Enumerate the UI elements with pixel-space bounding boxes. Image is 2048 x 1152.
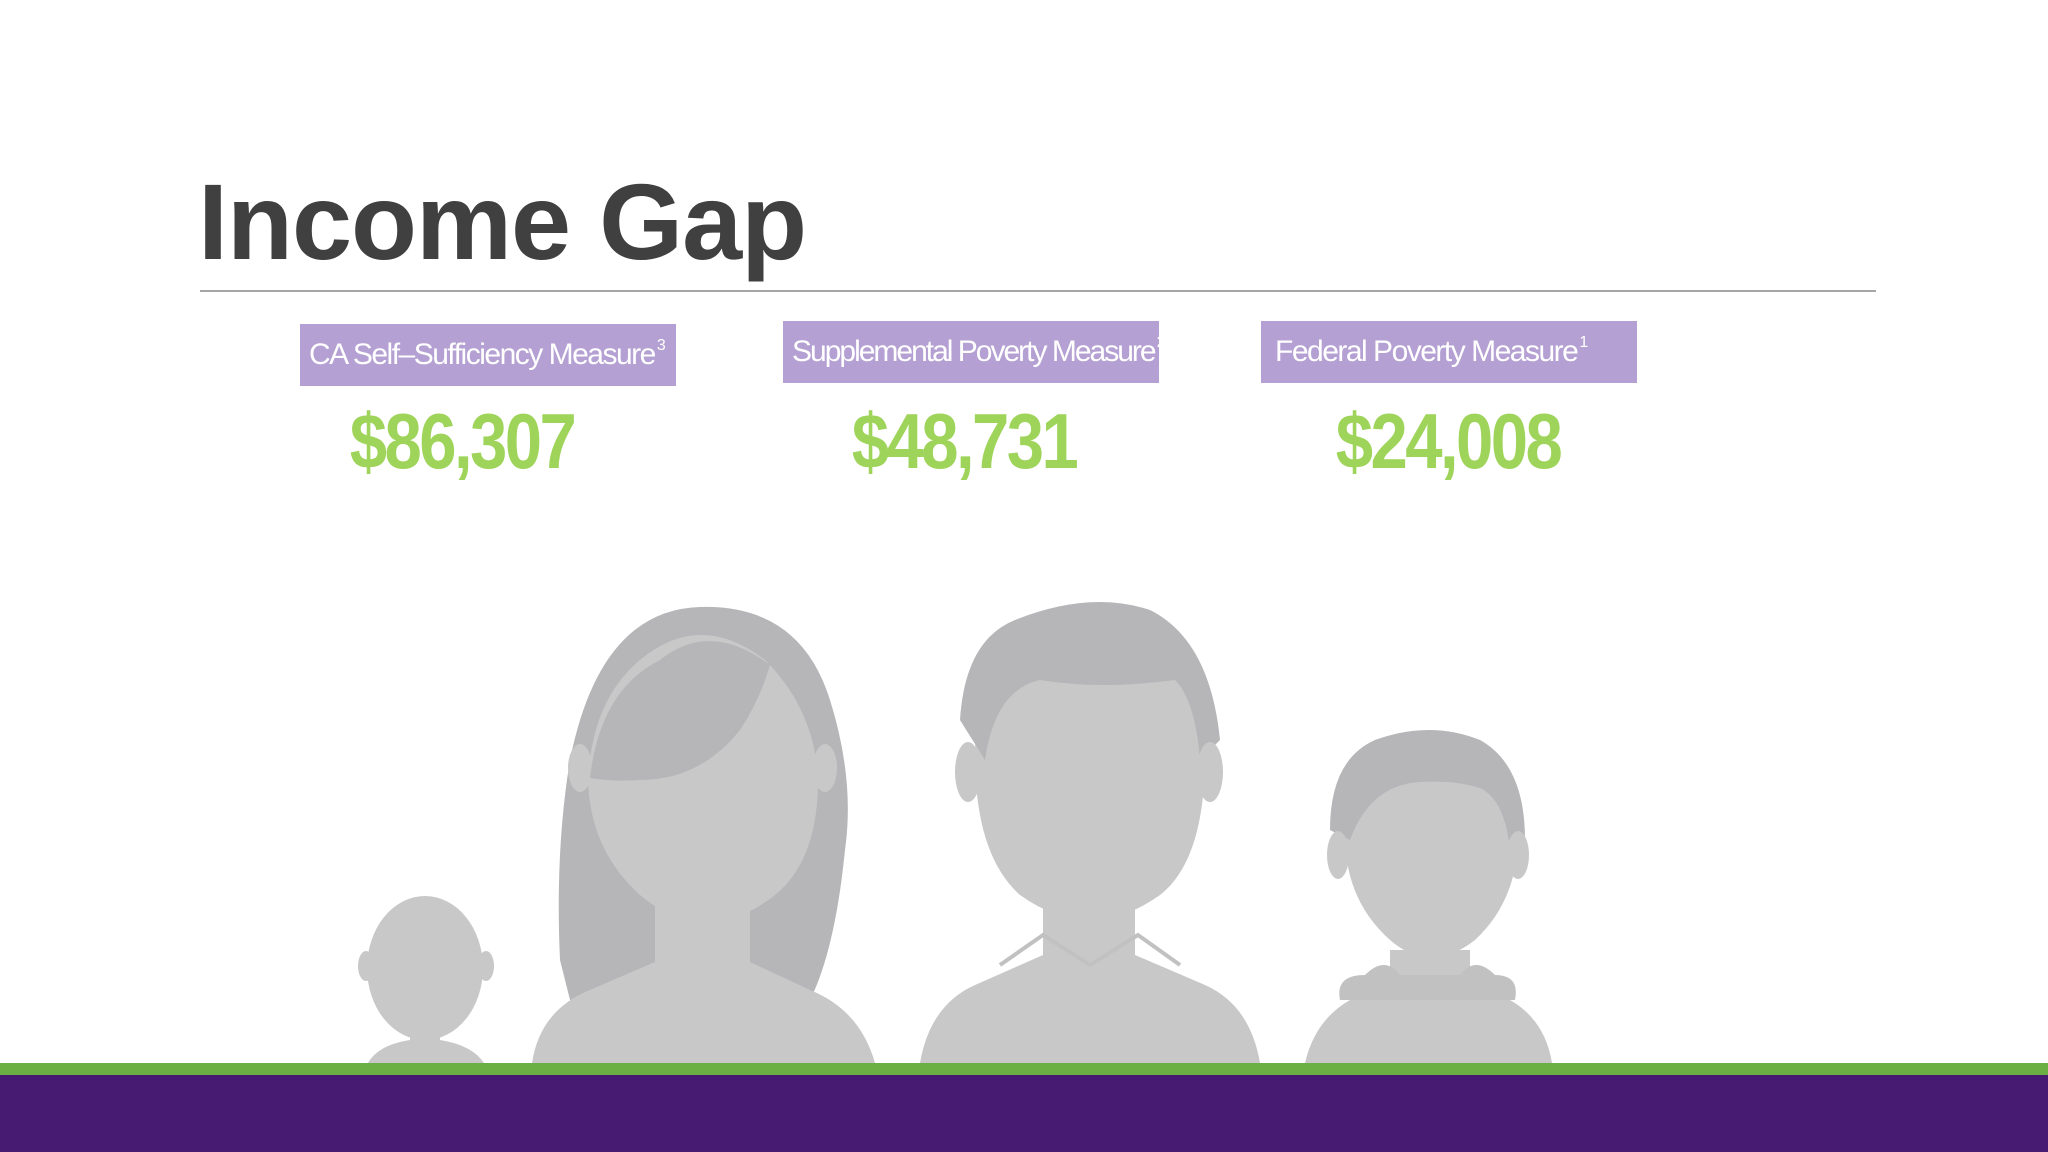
measure-label-text: Supplemental Poverty Measure bbox=[792, 335, 1157, 368]
woman-silhouette-icon bbox=[532, 606, 875, 1063]
measure-label-federal-poverty: Federal Poverty Measure 1 bbox=[1261, 321, 1637, 383]
measure-label-text: CA Self–Sufficiency Measure bbox=[309, 338, 656, 371]
footnote-marker: 3 bbox=[656, 337, 666, 354]
child-silhouette-icon bbox=[1305, 730, 1552, 1063]
measure-label-ca-self-sufficiency: CA Self–Sufficiency Measure 3 bbox=[300, 324, 676, 386]
man-silhouette-icon bbox=[920, 602, 1260, 1063]
title-divider bbox=[200, 290, 1876, 292]
amount-federal-poverty: $24,008 bbox=[1335, 397, 1563, 485]
amount-supplemental-poverty: $48,731 bbox=[851, 397, 1079, 485]
footer-accent-stripe bbox=[0, 1063, 2048, 1075]
footnote-marker: 1 bbox=[1579, 334, 1588, 351]
baby-silhouette-icon bbox=[358, 896, 494, 1063]
amount-ca-self-sufficiency: $86,307 bbox=[349, 397, 577, 485]
measure-label-supplemental-poverty: Supplemental Poverty Measure 2 bbox=[783, 321, 1165, 383]
page-title: Income Gap bbox=[198, 161, 807, 282]
footer-bar bbox=[0, 1075, 2048, 1152]
measure-label-text: Federal Poverty Measure bbox=[1275, 335, 1579, 368]
